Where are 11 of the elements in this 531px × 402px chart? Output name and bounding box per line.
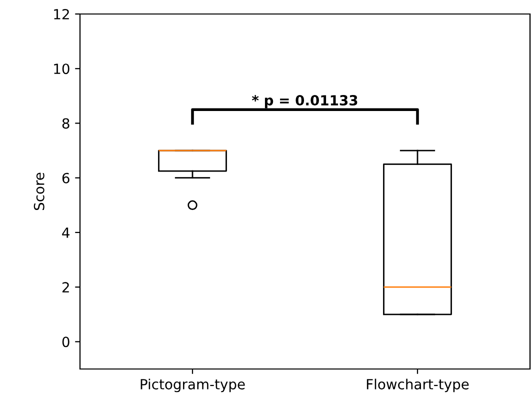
x-tick-label: Pictogram-type bbox=[140, 378, 245, 392]
y-tick-label: 8 bbox=[62, 118, 70, 129]
y-tick-label: 12 bbox=[54, 8, 69, 20]
annotation: * p = 0.01133 bbox=[252, 95, 358, 108]
y-tick-label: 2 bbox=[62, 282, 69, 292]
y-tick-label: 10 bbox=[54, 64, 70, 74]
y-axis-title: Score bbox=[34, 172, 44, 210]
x-tick-label: Flowchart-type bbox=[366, 378, 469, 392]
y-tick-label: 6 bbox=[62, 172, 70, 184]
y-tick-label: 0 bbox=[62, 336, 70, 348]
y-tick-label: 4 bbox=[62, 228, 70, 238]
